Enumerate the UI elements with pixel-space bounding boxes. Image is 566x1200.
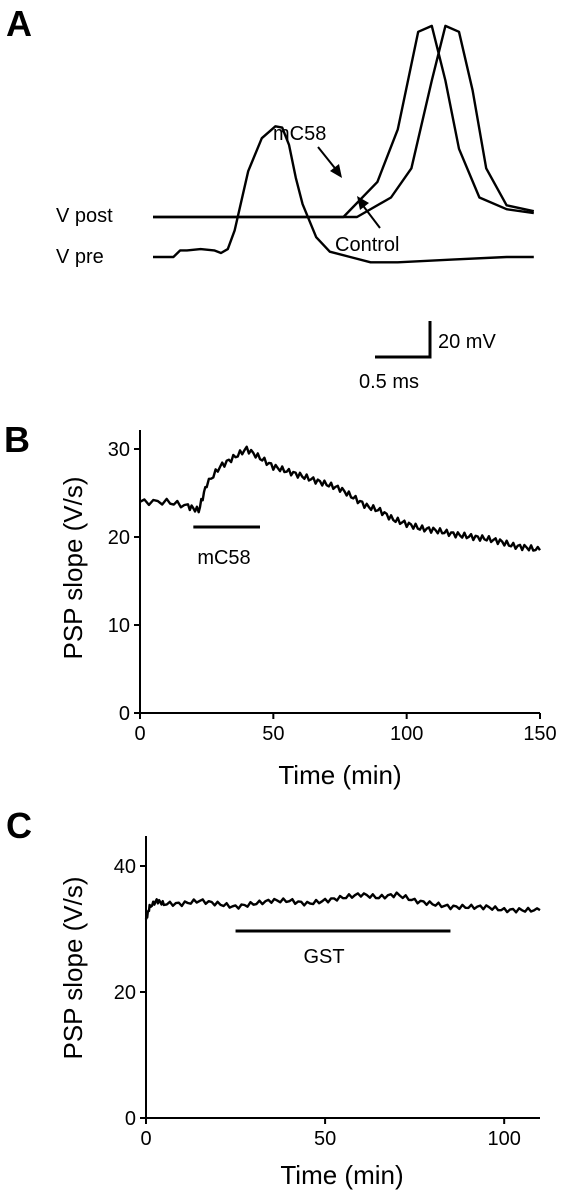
scale-bar-time-label: 0.5 ms	[359, 371, 419, 393]
panel-b: B 0 10 20 30 0 50 100 150 PSP slope (V/s) Time …	[4, 419, 557, 790]
annotation-control: Control	[335, 234, 399, 256]
panel-c-annotation-label: GST	[303, 946, 344, 968]
annotation-mc58: mC58	[273, 123, 326, 145]
trace-label-v-pre: V pre	[56, 246, 104, 268]
scale-bar-voltage-label: 20 mV	[438, 331, 496, 353]
panel-c-x-tick-label: 50	[314, 1128, 336, 1150]
arrow-control-head	[357, 196, 369, 210]
trace-label-v-post: V post	[56, 205, 113, 227]
trace-v-post-mc58	[153, 24, 534, 219]
panel-c: C 0 20 40 0 50 100 PSP slope (V/s) Time (min)…	[6, 805, 541, 1190]
panel-c-x-tick-label: 100	[487, 1128, 520, 1150]
panel-c-chart: 0 20 40 0 50 100	[114, 836, 541, 1150]
panel-b-x-tick-label: 150	[523, 723, 556, 745]
panel-b-y-tick-label: 30	[108, 439, 130, 461]
panel-a-label: A	[6, 3, 32, 44]
panel-c-y-tick-label: 40	[114, 856, 136, 878]
scale-bar	[375, 321, 432, 359]
arrow-mc58-head	[330, 164, 342, 178]
panel-b-xlabel: Time (min)	[278, 760, 401, 790]
panel-b-ylabel: PSP slope (V/s)	[58, 476, 88, 659]
panel-c-x-tick-label: 0	[140, 1128, 151, 1150]
panel-b-x-tick-label: 100	[390, 723, 423, 745]
panel-b-y-tick-label: 0	[119, 703, 130, 725]
panel-c-label: C	[6, 805, 32, 846]
panel-b-chart: 0 10 20 30 0 50 100 150	[108, 430, 557, 745]
panel-b-label: B	[4, 419, 30, 460]
panel-a: A V post V pre mC58 Control 20 mV 0.5 ms	[6, 3, 535, 393]
panel-b-annotation-label: mC58	[197, 547, 250, 569]
panel-b-x-tick-label: 0	[134, 723, 145, 745]
panel-b-x-tick-label: 50	[262, 723, 284, 745]
panel-c-y-tick-label: 20	[114, 982, 136, 1004]
panel-c-ylabel: PSP slope (V/s)	[58, 876, 88, 1059]
panel-a-traces	[153, 24, 535, 264]
arrow-control-shaft	[360, 202, 381, 229]
panel-b-series-line	[139, 445, 541, 552]
panel-c-y-tick-label: 0	[125, 1108, 136, 1130]
panel-c-series-line	[144, 891, 541, 920]
panel-b-y-tick-label: 20	[108, 527, 130, 549]
panel-c-xlabel: Time (min)	[280, 1160, 403, 1190]
trace-v-post-control	[153, 24, 535, 219]
panel-b-y-tick-label: 10	[108, 615, 130, 637]
trace-v-pre	[153, 125, 534, 264]
